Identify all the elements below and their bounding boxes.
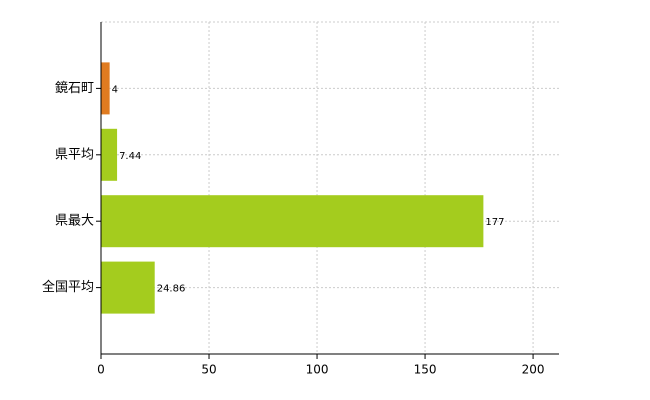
value-label: 7.44	[119, 151, 141, 162]
value-label: 177	[485, 217, 504, 228]
bar	[101, 128, 118, 181]
bar	[101, 62, 110, 115]
value-label: 24.86	[157, 284, 186, 295]
x-tick-label: 200	[522, 363, 545, 377]
y-tick-label: 県最大	[55, 214, 94, 229]
value-label: 4	[112, 84, 118, 95]
y-tick-label: 県平均	[55, 147, 94, 162]
bar	[101, 195, 484, 248]
x-tick-label: 100	[306, 363, 329, 377]
x-tick-label: 150	[414, 363, 437, 377]
x-tick-label: 50	[201, 363, 216, 377]
bar	[101, 261, 155, 314]
y-tick-label: 全国平均	[42, 279, 94, 295]
y-tick-label: 鏡石町	[55, 81, 94, 96]
x-tick-label: 0	[97, 363, 105, 377]
